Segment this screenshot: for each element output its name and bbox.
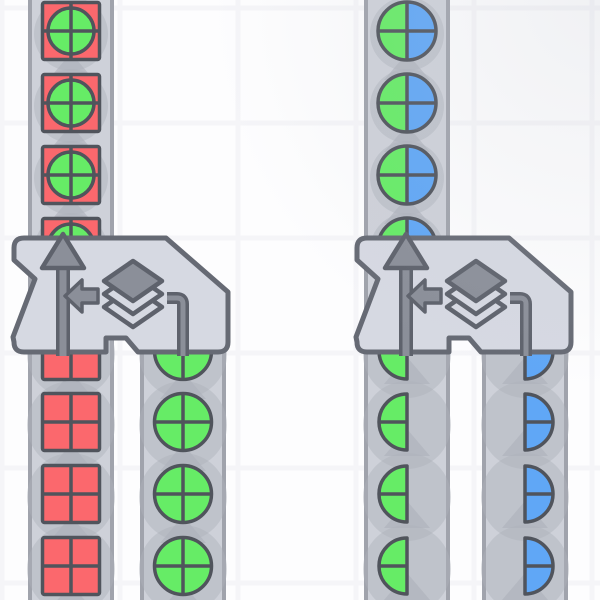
vignette-overlay bbox=[0, 0, 600, 600]
factory-canvas[interactable] bbox=[0, 0, 600, 600]
factory-viewport[interactable] bbox=[0, 0, 600, 600]
